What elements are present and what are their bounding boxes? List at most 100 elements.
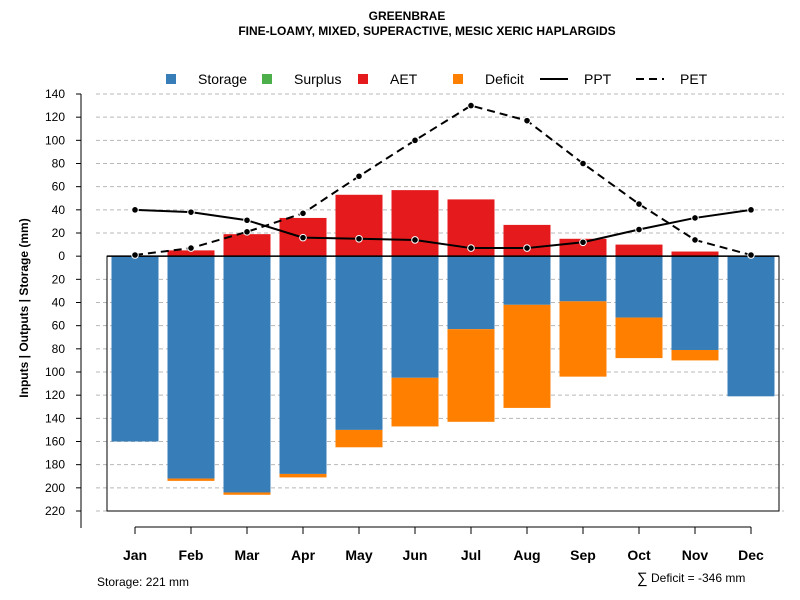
series-lines bbox=[131, 101, 755, 259]
y-tick-label: 100 bbox=[45, 133, 65, 147]
chart-title: GREENBRAE bbox=[369, 9, 446, 23]
deficit-bar-jun bbox=[391, 377, 439, 427]
ppt-point-apr bbox=[299, 233, 307, 242]
deficit-bar-may bbox=[335, 429, 383, 448]
ppt-point-mar bbox=[243, 216, 251, 225]
ppt-point-jan bbox=[131, 206, 139, 214]
y-tick-label: 20 bbox=[52, 272, 66, 286]
deficit-bar-feb bbox=[167, 478, 215, 481]
storage-bar-jul bbox=[447, 256, 495, 330]
y-tick-label: 140 bbox=[45, 411, 65, 425]
legend-ppt-label: PPT bbox=[584, 71, 612, 87]
storage-bar-aug bbox=[503, 256, 551, 305]
storage-bar-jun bbox=[391, 256, 439, 378]
storage-bar-oct bbox=[615, 256, 663, 318]
storage-bar-apr bbox=[279, 256, 327, 474]
y-tick-label: 80 bbox=[52, 157, 66, 171]
x-tick-label: Jun bbox=[403, 547, 428, 563]
storage-bar-mar bbox=[223, 256, 271, 493]
bars bbox=[111, 190, 775, 495]
deficit-bar-nov bbox=[671, 349, 719, 361]
pet-line bbox=[134, 104, 752, 257]
pet-point-nov bbox=[691, 236, 699, 244]
pet-point-feb bbox=[187, 244, 195, 252]
legend-surplus-swatch bbox=[262, 74, 272, 84]
y-tick-label: 0 bbox=[58, 249, 65, 263]
pet-point-jan bbox=[131, 251, 139, 259]
ppt-point-feb bbox=[187, 208, 195, 216]
pet-point-oct bbox=[635, 200, 643, 208]
x-tick-label: Apr bbox=[291, 547, 316, 563]
legend-storage-swatch bbox=[166, 74, 176, 84]
x-tick-label: Dec bbox=[738, 547, 764, 563]
ppt-point-jun bbox=[411, 236, 419, 244]
pet-point-apr bbox=[299, 209, 307, 218]
y-tick-label: 140 bbox=[45, 87, 65, 101]
storage-bar-may bbox=[335, 256, 383, 430]
sum-symbol-icon: ∑ bbox=[637, 570, 648, 587]
ppt-point-sep bbox=[579, 238, 587, 247]
legend-surplus-label: Surplus bbox=[294, 71, 341, 87]
aet-bar-jun bbox=[391, 190, 439, 257]
y-tick-label: 120 bbox=[45, 388, 65, 402]
deficit-bar-oct bbox=[615, 317, 663, 359]
pet-point-aug bbox=[523, 116, 531, 125]
ppt-point-may bbox=[355, 234, 363, 243]
ppt-point-jul bbox=[467, 244, 475, 252]
y-tick-label: 40 bbox=[52, 296, 66, 310]
legend-aet-swatch bbox=[358, 74, 368, 84]
axes: 1401201008060402002040608010012014016018… bbox=[45, 87, 780, 563]
pet-point-may bbox=[355, 172, 363, 181]
y-tick-label: 200 bbox=[45, 481, 65, 495]
y-tick-label: 100 bbox=[45, 365, 65, 379]
aet-bar-oct bbox=[615, 244, 663, 257]
x-tick-label: Sep bbox=[570, 547, 596, 563]
x-tick-label: Mar bbox=[235, 547, 260, 563]
storage-bar-sep bbox=[559, 256, 607, 302]
storage-bar-nov bbox=[671, 256, 719, 350]
aet-bar-may bbox=[335, 194, 383, 257]
aet-bar-nov bbox=[671, 251, 719, 257]
y-tick-label: 60 bbox=[52, 180, 66, 194]
deficit-bar-jul bbox=[447, 329, 495, 422]
y-tick-label: 40 bbox=[52, 203, 66, 217]
ppt-line bbox=[134, 208, 752, 250]
chart-subtitle: FINE-LOAMY, MIXED, SUPERACTIVE, MESIC XE… bbox=[238, 24, 615, 38]
deficit-bar-sep bbox=[559, 301, 607, 377]
x-tick-label: May bbox=[345, 547, 372, 563]
storage-bar-dec bbox=[727, 256, 775, 397]
pet-point-sep bbox=[579, 159, 587, 168]
ppt-point-aug bbox=[523, 244, 531, 252]
deficit-bar-aug bbox=[503, 304, 551, 408]
legend-pet-label: PET bbox=[680, 71, 708, 87]
legend-aet-label: AET bbox=[390, 71, 418, 87]
x-tick-label: Feb bbox=[179, 547, 204, 563]
y-tick-label: 20 bbox=[52, 226, 66, 240]
storage-annotation: Storage: 221 mm bbox=[97, 575, 189, 589]
y-tick-label: 180 bbox=[45, 458, 65, 472]
x-tick-label: Nov bbox=[682, 547, 709, 563]
y-tick-label: 120 bbox=[45, 110, 65, 124]
ppt-point-oct bbox=[635, 225, 643, 234]
x-tick-label: Jul bbox=[461, 547, 481, 563]
y-tick-label: 60 bbox=[52, 319, 66, 333]
deficit-bar-apr bbox=[279, 473, 327, 478]
x-tick-label: Aug bbox=[513, 547, 540, 563]
legend: Storage Surplus AET Deficit PPT PET bbox=[166, 71, 708, 87]
y-tick-label: 160 bbox=[45, 435, 65, 449]
x-tick-label: Oct bbox=[627, 547, 651, 563]
y-tick-label: 220 bbox=[45, 504, 65, 518]
storage-bar-jan bbox=[111, 256, 159, 442]
legend-deficit-swatch bbox=[453, 74, 463, 84]
pet-point-jul bbox=[467, 101, 475, 110]
x-tick-label: Jan bbox=[123, 547, 147, 563]
aet-bar-mar bbox=[223, 234, 271, 257]
pet-point-jun bbox=[411, 136, 419, 145]
ppt-point-dec bbox=[747, 206, 755, 214]
aet-bar-feb bbox=[167, 250, 215, 257]
deficit-annotation: Deficit = -346 mm bbox=[651, 571, 745, 585]
legend-deficit-label: Deficit bbox=[485, 71, 524, 87]
pet-point-mar bbox=[243, 228, 251, 236]
pet-point-dec bbox=[747, 251, 755, 259]
